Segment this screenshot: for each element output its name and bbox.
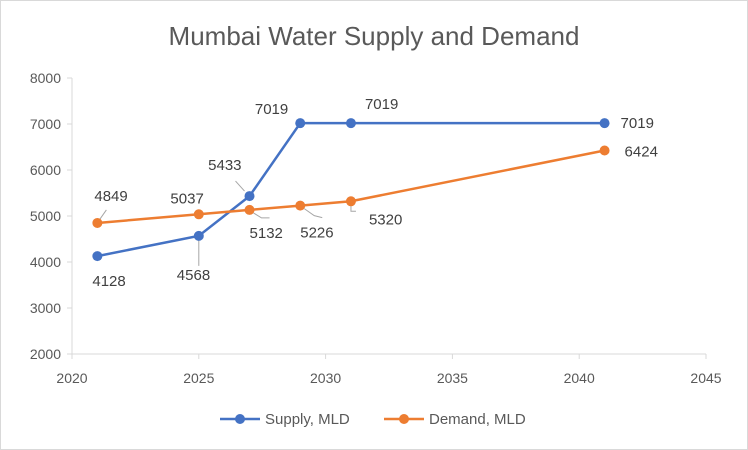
label-leader-line	[235, 180, 245, 192]
label-leader-line	[98, 209, 107, 221]
legend-label: Supply, MLD	[265, 411, 350, 428]
data-point-demand	[193, 209, 204, 220]
x-tick-label: 2040	[564, 370, 595, 386]
data-point-supply	[92, 251, 103, 262]
y-tick-label: 3000	[30, 300, 61, 316]
data-point-supply	[599, 118, 610, 129]
legend-demand: Demand, MLD	[384, 411, 526, 428]
data-label-supply: 7019	[365, 96, 398, 113]
label-leader-line	[350, 205, 356, 212]
data-label-supply: 7019	[255, 101, 288, 118]
data-label-demand: 4849	[94, 188, 127, 205]
chart-title: Mumbai Water Supply and Demand	[169, 21, 580, 51]
data-label-demand: 5037	[170, 190, 203, 207]
data-point-demand	[92, 217, 103, 228]
y-tick-label: 4000	[30, 254, 61, 270]
data-label-demand: 5226	[300, 225, 333, 242]
data-label-demand: 5320	[369, 211, 402, 228]
series-line-demand	[97, 149, 605, 225]
data-point-supply	[345, 118, 356, 129]
legend-supply: Supply, MLD	[220, 411, 350, 428]
y-tick-label: 7000	[30, 116, 61, 132]
series-layer	[92, 118, 610, 262]
x-tick-label: 2030	[310, 370, 341, 386]
data-labels: 4128 4568 5433 7019 7019 7019 4849 5037 5132 5226…	[92, 96, 658, 290]
data-point-supply	[244, 191, 255, 202]
y-tick-label: 8000	[30, 70, 61, 86]
series-line-supply	[97, 121, 605, 258]
label-leader-line	[253, 212, 270, 219]
x-tick-label: 2025	[183, 370, 214, 386]
data-label-supply: 4128	[92, 273, 125, 290]
data-point-demand	[345, 196, 356, 207]
leader-lines	[98, 180, 356, 266]
data-label-demand: 5132	[250, 225, 283, 242]
data-label-supply: 4568	[177, 267, 210, 284]
data-point-supply	[295, 118, 306, 129]
legend-label: Demand, MLD	[429, 411, 526, 428]
x-tick-label: 2045	[690, 370, 721, 386]
legend: Supply, MLD Demand, MLD	[220, 411, 526, 428]
data-point-demand	[244, 204, 255, 215]
y-tick-label: 2000	[30, 346, 61, 362]
data-point-demand	[599, 145, 610, 156]
label-leader-line	[303, 208, 323, 219]
x-tick-label: 2020	[56, 370, 87, 386]
y-tick-label: 5000	[30, 208, 61, 224]
data-label-supply: 5433	[208, 157, 241, 174]
x-tick-label: 2035	[437, 370, 468, 386]
legend-marker	[399, 414, 409, 424]
data-label-supply: 7019	[621, 115, 654, 132]
axes: 2000 3000 4000 5000 6000 7000 8000 2020 2025 2030…	[30, 70, 722, 386]
data-label-demand: 6424	[625, 143, 658, 160]
data-point-demand	[295, 200, 306, 211]
legend-marker	[235, 414, 245, 424]
data-point-supply	[193, 230, 204, 241]
y-tick-label: 6000	[30, 162, 61, 178]
